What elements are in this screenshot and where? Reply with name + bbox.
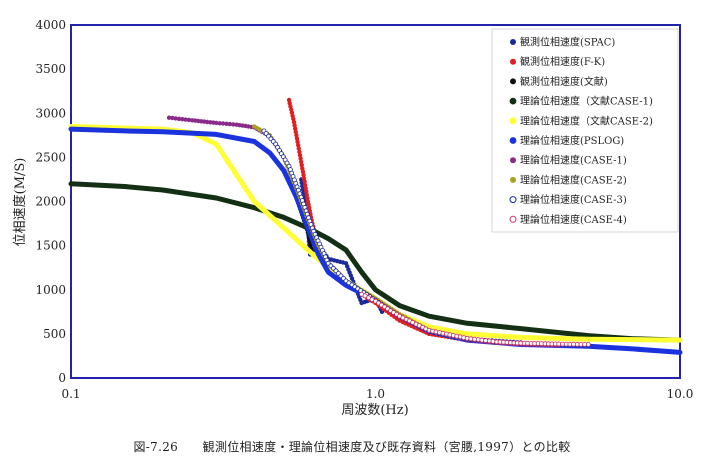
data-point [166, 115, 172, 120]
x-tick-label: 1.0 [366, 387, 385, 401]
legend-marker [510, 39, 516, 45]
legend-item: 理論位相速度（文献CASE-2) [509, 114, 653, 127]
legend-item: 観測位相速度(SPAC) [510, 36, 615, 49]
y-tick-label: 2000 [35, 195, 66, 209]
data-point [295, 139, 300, 145]
y-tick-labels: 0 500 1000 1500 2000 2500 3000 3500 4000 [35, 18, 66, 385]
legend: 観測位相速度(SPAC) 観測位相速度(F-K) 観測位相速度(文献) 理論位相速度（… [491, 28, 679, 233]
plot-frame [70, 24, 681, 379]
data-point [176, 116, 182, 122]
data-point [217, 121, 222, 126]
legend-marker [509, 215, 517, 223]
data-point [227, 121, 233, 127]
data-point [173, 116, 178, 121]
data-point [293, 129, 298, 135]
y-tick-label: 1500 [35, 239, 66, 253]
legend-marker [509, 117, 517, 125]
y-tick-label: 4000 [35, 18, 66, 32]
legend-item: 理論位相速度（文献CASE-1) [509, 95, 653, 108]
series-line [68, 181, 683, 343]
legend-label: 理論位相速度（文献CASE-2) [520, 114, 653, 127]
legend-label: 理論位相速度(CASE-2) [520, 173, 627, 186]
y-tick-label: 3000 [35, 106, 66, 120]
x-tick-label: 10.0 [667, 387, 694, 401]
data-point [294, 133, 299, 138]
data-point [297, 149, 302, 155]
y-tick-label: 2500 [35, 150, 66, 164]
legend-label: 観測位相速度(文献) [520, 75, 608, 88]
data-point [305, 196, 310, 201]
y-axis-title: 位相速度(M/S) [12, 158, 28, 247]
data-point [296, 146, 301, 151]
series-layer [68, 97, 683, 355]
data-point [301, 172, 306, 178]
legend-marker [510, 157, 516, 164]
legend-marker [509, 137, 517, 144]
data-point [231, 122, 236, 127]
legend-label: 理論位相速度(CASE-1) [520, 154, 627, 167]
data-point [299, 162, 304, 168]
data-point [180, 117, 185, 122]
data-point [302, 179, 307, 184]
legend-label: 観測位相速度(SPAC) [520, 36, 615, 49]
x-axis-title: 周波数(Hz) [341, 403, 408, 418]
data-point [301, 176, 307, 181]
series-4 [68, 181, 683, 343]
series-10 [359, 291, 591, 347]
data-point [292, 123, 297, 128]
legend-label: 理論位相速度(CASE-4) [520, 213, 627, 226]
data-point [294, 136, 300, 141]
legend-marker [509, 196, 517, 204]
data-point [220, 121, 226, 126]
data-point [304, 192, 309, 198]
data-point [303, 186, 308, 191]
data-point [585, 342, 591, 347]
x-tick-labels: 0.1 1.0 10.0 [61, 387, 693, 401]
data-point [296, 143, 301, 148]
legend-label: 観測位相速度(F-K) [520, 55, 605, 68]
data-point [170, 115, 175, 121]
y-tick-label: 500 [43, 327, 66, 341]
data-point [302, 182, 308, 188]
x-tick-label: 0.1 [61, 387, 80, 401]
legend-item: 観測位相速度(F-K) [510, 55, 605, 68]
legend-item: 理論位相速度(CASE-3) [509, 193, 627, 206]
y-tick-label: 1000 [35, 283, 66, 297]
data-point [300, 169, 306, 174]
data-point [300, 166, 305, 171]
data-point [298, 156, 303, 161]
legend-box [491, 28, 679, 233]
legend-label: 理論位相速度(CASE-3) [520, 193, 627, 206]
legend-item: 理論位相速度(CASE-4) [509, 213, 627, 226]
data-point [304, 189, 309, 194]
data-point [186, 117, 192, 123]
data-point [183, 117, 188, 122]
legend-label: 理論位相速度(PSLOG) [520, 134, 624, 147]
data-point [291, 119, 297, 125]
y-tick-label: 3500 [35, 62, 66, 76]
y-tick-label: 0 [58, 371, 66, 385]
data-point [293, 126, 298, 131]
legend-item: 観測位相速度(文献) [510, 75, 608, 88]
data-point [298, 159, 304, 164]
legend-item: 理論位相速度(CASE-2) [510, 173, 627, 186]
data-point [214, 120, 219, 126]
legend-item: 理論位相速度(CASE-1) [510, 154, 627, 167]
legend-item: 理論位相速度(PSLOG) [509, 134, 624, 147]
data-point [297, 153, 303, 158]
legend-marker [510, 176, 516, 183]
figure-caption: 図-7.26 観測位相速度・理論位相速度及び既存資料（宮腰,1997）との比較 [133, 440, 571, 454]
data-point [224, 121, 229, 127]
legend-label: 理論位相速度（文献CASE-1) [520, 95, 653, 108]
legend-marker [510, 78, 516, 85]
legend-marker [510, 58, 516, 65]
legend-marker [509, 97, 517, 105]
